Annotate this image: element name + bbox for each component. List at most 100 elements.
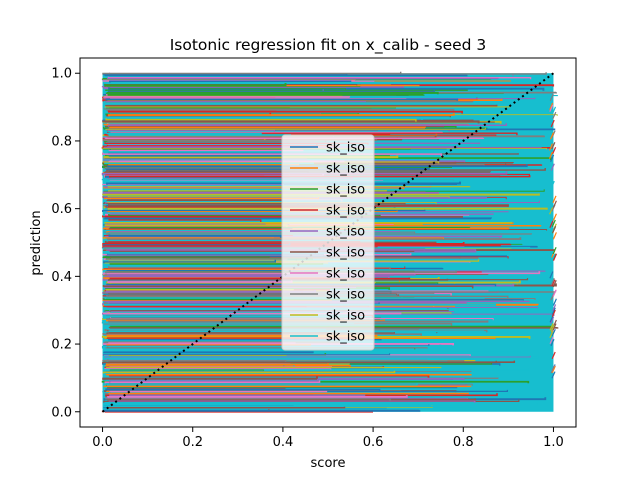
series-line xyxy=(108,149,304,152)
series-line xyxy=(102,333,422,336)
x-tick-label: 0.4 xyxy=(273,435,294,450)
series-line xyxy=(551,307,556,315)
series-line xyxy=(550,180,555,189)
series-line xyxy=(548,143,554,151)
series-line xyxy=(106,274,416,276)
series-line xyxy=(109,390,328,393)
x-tick-label: 0.8 xyxy=(453,435,474,450)
series-line xyxy=(109,230,400,233)
series-line xyxy=(552,253,558,261)
y-axis: 0.0 0.2 0.4 0.6 0.8 1.0 xyxy=(51,67,80,420)
series-line xyxy=(549,220,554,228)
series-line xyxy=(105,364,351,368)
series-line xyxy=(551,328,556,337)
series-line xyxy=(551,253,556,261)
series-line xyxy=(551,351,556,359)
series-line xyxy=(552,200,557,208)
series-line xyxy=(107,201,437,205)
series-line xyxy=(550,316,555,324)
series-line xyxy=(102,245,378,248)
series-line xyxy=(552,298,557,306)
x-tick-label: 0.6 xyxy=(363,435,384,450)
series-line xyxy=(106,383,418,387)
legend-label: sk_iso xyxy=(326,330,365,345)
series-line xyxy=(105,363,329,366)
x-tick-label: 0.0 xyxy=(92,435,113,450)
series-line xyxy=(108,360,516,364)
series-line xyxy=(105,98,459,101)
series-line xyxy=(104,106,511,108)
series-line xyxy=(551,219,556,228)
series-line xyxy=(107,131,518,136)
axes-frame xyxy=(79,57,577,428)
series-line xyxy=(549,207,554,215)
series-line xyxy=(551,371,556,379)
series-line xyxy=(102,359,287,362)
series-line xyxy=(108,218,262,222)
series-line xyxy=(104,83,287,87)
series-line xyxy=(109,87,346,90)
series-line xyxy=(105,258,313,260)
series-line xyxy=(104,74,468,77)
series-line xyxy=(103,259,277,264)
series-line xyxy=(109,378,319,383)
series-line xyxy=(106,319,385,322)
y-tick-label: 0.8 xyxy=(51,134,72,149)
series-line xyxy=(103,409,421,412)
series-line xyxy=(102,342,455,346)
legend: sk_iso sk_iso sk_iso sk_iso sk_iso sk_iso sk_i… xyxy=(281,134,375,351)
legend-label: sk_iso xyxy=(326,309,365,324)
series-line xyxy=(106,344,312,346)
series-line xyxy=(551,279,556,287)
series-line xyxy=(552,289,557,297)
series-line xyxy=(106,101,366,103)
series-line xyxy=(108,189,387,192)
series-line xyxy=(107,76,532,80)
chart-title: Isotonic regression fit on x_calib - see… xyxy=(170,36,487,55)
series-line xyxy=(550,154,555,163)
series-line xyxy=(106,334,378,337)
series-line xyxy=(552,279,557,288)
legend-label: sk_iso xyxy=(326,204,365,219)
series-line xyxy=(108,234,282,238)
series-line xyxy=(109,250,415,252)
series-line xyxy=(101,344,442,349)
series-line xyxy=(108,264,382,268)
series-line xyxy=(105,355,539,360)
series-line xyxy=(106,403,538,406)
series-line xyxy=(103,306,307,308)
series-line xyxy=(105,104,498,107)
legend-label: sk_iso xyxy=(326,225,365,240)
series-line xyxy=(102,370,396,374)
series-line xyxy=(549,330,554,339)
legend-label: sk_iso xyxy=(326,183,365,198)
series-line xyxy=(105,126,445,128)
series-line xyxy=(550,119,555,128)
series-line xyxy=(551,309,556,318)
y-tick-label: 0.4 xyxy=(51,270,72,285)
series-line xyxy=(104,121,495,123)
legend-label: sk_iso xyxy=(326,162,365,177)
series-line xyxy=(107,110,463,114)
series-line xyxy=(549,336,554,345)
series-line xyxy=(549,323,554,331)
series-line xyxy=(108,108,455,112)
series-line xyxy=(550,278,555,286)
series-line xyxy=(106,398,477,401)
series-line xyxy=(552,195,557,203)
series-line xyxy=(552,232,557,240)
series-line xyxy=(107,338,382,341)
series-line xyxy=(551,106,557,114)
series-line xyxy=(104,355,531,358)
x-axis: 0.0 0.2 0.4 0.6 0.8 1.0 xyxy=(92,427,564,450)
series-line xyxy=(102,353,391,356)
series-line xyxy=(102,138,378,142)
series-line xyxy=(106,331,395,335)
series-line xyxy=(105,107,397,109)
series-line xyxy=(104,380,321,384)
y-tick-label: 0.0 xyxy=(51,405,72,420)
series-line xyxy=(106,132,262,135)
series-line xyxy=(550,324,555,333)
series-line xyxy=(107,91,439,95)
y-tick-label: 0.2 xyxy=(51,338,72,353)
